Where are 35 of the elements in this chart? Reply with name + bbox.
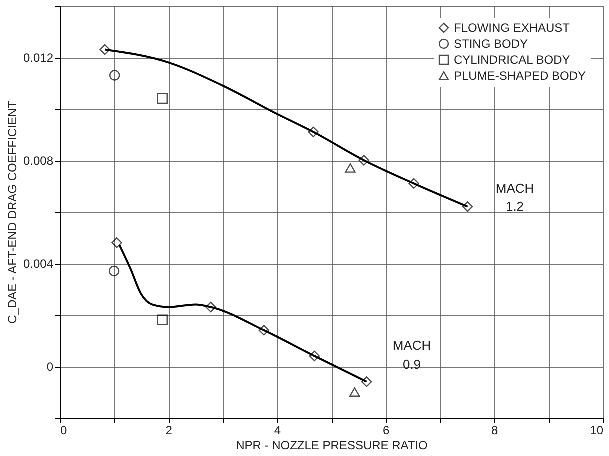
legend-label: PLUME-SHAPED BODY bbox=[454, 69, 586, 83]
annotation: MACH bbox=[496, 181, 534, 196]
y-tick-label: 0.008 bbox=[23, 154, 54, 168]
y-axis-title: C_DAE - AFT-END DRAG COEFFICIENT bbox=[5, 100, 20, 324]
legend-label: FLOWING EXHAUST bbox=[454, 21, 571, 35]
legend-label: STING BODY bbox=[454, 37, 528, 51]
y-tick-label: 0 bbox=[46, 360, 54, 374]
point bbox=[112, 238, 122, 248]
point bbox=[206, 302, 216, 313]
point bbox=[108, 266, 120, 277]
point bbox=[358, 155, 370, 166]
x-axis-title: NPR - NOZZLE PRESSURE RATIO bbox=[236, 438, 428, 452]
x-tick-label: 8 bbox=[492, 424, 499, 438]
legend-label: CYLINDRICAL BODY bbox=[454, 53, 570, 67]
x-tick-label: 6 bbox=[382, 424, 390, 438]
point bbox=[361, 376, 372, 388]
x-tick-label: 0 bbox=[60, 424, 68, 438]
point bbox=[309, 350, 320, 362]
y-tick-label: 0.004 bbox=[23, 257, 54, 271]
point bbox=[408, 178, 420, 190]
x-tick-label: 10 bbox=[590, 424, 604, 438]
point bbox=[258, 325, 270, 336]
point bbox=[308, 126, 319, 138]
x-tick-label: 4 bbox=[274, 424, 282, 438]
point bbox=[157, 93, 168, 104]
y-tick-label: 0.012 bbox=[23, 51, 54, 65]
annotation: 1.2 bbox=[506, 199, 524, 214]
point bbox=[350, 388, 360, 397]
point bbox=[345, 164, 356, 173]
point bbox=[462, 202, 474, 212]
point bbox=[100, 44, 110, 56]
x-tick-label: 2 bbox=[166, 424, 173, 438]
point bbox=[157, 314, 168, 326]
annotation: MACH bbox=[392, 338, 432, 353]
point bbox=[110, 70, 120, 81]
